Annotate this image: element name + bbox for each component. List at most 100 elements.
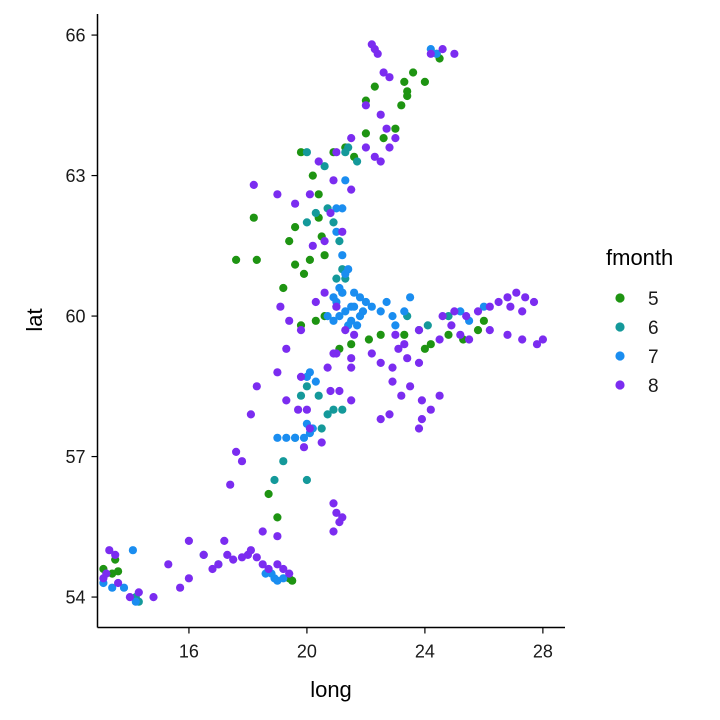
data-point-fmonth-8 [237, 457, 247, 466]
data-point-fmonth-6 [353, 157, 362, 166]
data-point-fmonth-5 [409, 68, 418, 77]
data-point-fmonth-7 [108, 583, 117, 592]
legend-items: 5 6 7 8 [615, 289, 659, 397]
data-point-fmonth-8 [311, 297, 320, 307]
data-point-fmonth-8 [400, 340, 409, 349]
data-point-fmonth-8 [388, 377, 397, 386]
legend-label-6: 6 [648, 318, 659, 339]
data-point-fmonth-8 [308, 241, 317, 250]
data-point-fmonth-8 [291, 199, 300, 208]
data-point-fmonth-8 [285, 569, 294, 578]
data-point-fmonth-8 [338, 513, 347, 522]
data-point-fmonth-5 [252, 255, 261, 264]
data-point-fmonth-5 [364, 335, 373, 344]
data-point-fmonth-5 [308, 171, 317, 180]
data-point-fmonth-7 [273, 433, 282, 442]
data-point-fmonth-8 [232, 447, 241, 456]
y-tick-label: 57 [65, 447, 85, 467]
data-point-fmonth-8 [296, 372, 306, 381]
data-point-fmonth-7 [338, 251, 347, 260]
data-point-fmonth-8 [246, 546, 255, 555]
data-point-fmonth-5 [420, 344, 429, 353]
data-point-fmonth-8 [376, 358, 385, 367]
data-point-fmonth-6 [332, 274, 341, 283]
data-point-fmonth-8 [332, 148, 341, 157]
data-point-fmonth-8 [305, 190, 314, 199]
data-point-fmonth-7 [400, 307, 409, 316]
data-point-fmonth-8 [450, 49, 459, 58]
data-point-fmonth-7 [119, 583, 129, 592]
data-point-fmonth-8 [347, 354, 356, 363]
data-point-fmonth-8 [506, 302, 515, 311]
data-point-fmonth-6 [317, 424, 326, 433]
data-point-fmonth-8 [273, 368, 282, 377]
data-point-fmonth-7 [282, 433, 291, 442]
data-point-fmonth-7 [338, 204, 347, 213]
data-point-fmonth-8 [125, 593, 134, 602]
data-point-fmonth-8 [273, 560, 282, 569]
data-point-fmonth-8 [335, 386, 344, 396]
data-point-fmonth-5 [376, 330, 385, 339]
data-point-fmonth-8 [320, 288, 329, 297]
data-point-fmonth-8 [406, 382, 415, 391]
data-point-fmonth-8 [379, 68, 388, 77]
data-point-fmonth-8 [370, 152, 379, 161]
data-point-fmonth-8 [367, 349, 376, 358]
data-point-fmonth-8 [532, 340, 542, 349]
data-point-fmonth-8 [258, 527, 267, 536]
data-point-fmonth-8 [302, 405, 311, 414]
data-point-fmonth-8 [473, 307, 483, 316]
data-point-fmonth-5 [370, 82, 379, 91]
data-point-fmonth-7 [456, 307, 465, 316]
data-point-fmonth-8 [376, 415, 385, 424]
data-point-fmonth-8 [326, 386, 335, 396]
data-point-fmonth-8 [347, 363, 356, 372]
data-point-fmonth-7 [279, 574, 288, 583]
data-point-fmonth-8 [503, 293, 512, 302]
data-point-fmonth-8 [385, 143, 394, 152]
data-point-fmonth-5 [400, 330, 409, 339]
data-point-fmonth-5 [397, 101, 406, 110]
data-point-fmonth-8 [285, 316, 294, 325]
data-point-fmonth-8 [435, 335, 444, 344]
data-point-fmonth-5 [391, 124, 400, 133]
data-point-fmonth-7 [341, 307, 350, 316]
data-point-fmonth-8 [184, 574, 193, 583]
data-point-fmonth-7 [332, 204, 341, 213]
data-point-fmonth-7 [305, 368, 314, 377]
data-point-fmonth-8 [317, 438, 326, 447]
axis-ticks: 16 20 24 28 54 57 60 63 66 [65, 26, 552, 662]
data-point-fmonth-8 [296, 326, 306, 335]
data-point-fmonth-7 [329, 316, 338, 325]
legend-key-6 [615, 322, 625, 332]
data-point-fmonth-8 [414, 326, 424, 335]
data-point-fmonth-8 [361, 143, 370, 152]
data-point-fmonth-6 [323, 410, 332, 419]
x-axis-title: long [310, 677, 352, 702]
x-tick-label: 28 [533, 642, 553, 662]
data-point-fmonth-8 [282, 396, 291, 405]
data-point-fmonth-5 [232, 255, 241, 264]
data-point-fmonth-5 [403, 91, 412, 101]
data-point-fmonth-7 [355, 293, 365, 302]
data-point-fmonth-5 [361, 129, 370, 138]
data-point-fmonth-7 [344, 265, 353, 274]
data-point-fmonth-8 [164, 560, 173, 569]
data-point-fmonth-8 [314, 157, 323, 166]
data-point-fmonth-5 [291, 223, 300, 232]
data-point-fmonth-8 [391, 134, 400, 143]
data-point-fmonth-7 [299, 433, 309, 442]
data-point-fmonth-8 [391, 330, 400, 339]
legend-key-8 [615, 380, 625, 390]
data-point-fmonth-8 [512, 288, 521, 297]
data-point-fmonth-8 [305, 424, 314, 433]
data-point-fmonth-8 [320, 237, 329, 246]
data-point-fmonth-8 [494, 297, 503, 307]
data-point-fmonth-6 [302, 382, 311, 391]
data-point-fmonth-8 [332, 508, 341, 517]
data-point-fmonth-8 [485, 302, 494, 311]
data-point-fmonth-6 [344, 143, 353, 152]
data-point-fmonth-7 [291, 433, 300, 442]
data-point-fmonth-6 [423, 321, 432, 330]
data-point-fmonth-5 [426, 340, 435, 349]
